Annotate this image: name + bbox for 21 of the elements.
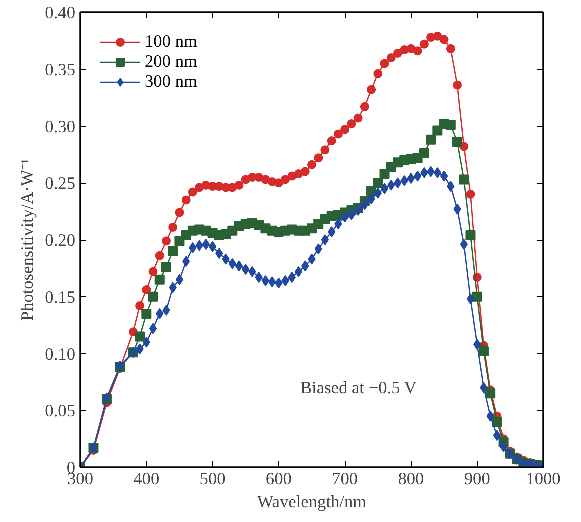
y-axis-title: Photosensitivity/A·W⁻¹ (18, 158, 38, 322)
y-tick-label: 0.20 (45, 231, 76, 250)
y-tick-label: 0.35 (45, 60, 76, 80)
legend-label: 300 nm (145, 72, 198, 92)
y-tick-label: 0.15 (45, 288, 76, 307)
legend-label: 100 nm (145, 32, 198, 52)
x-tick-label: 900 (464, 470, 490, 488)
y-tick-label: 0.10 (45, 344, 76, 364)
y-tick-label: 0.30 (45, 117, 76, 136)
x-tick-label: 600 (266, 470, 292, 488)
x-tick-label: 500 (200, 470, 226, 488)
annotation: Biased at −0.5 V (300, 378, 418, 398)
x-tick-label: 700 (332, 470, 358, 488)
y-tick-label: 0.05 (45, 402, 76, 421)
y-tick-label: 0.40 (45, 4, 76, 22)
legend-label: 200 nm (145, 52, 198, 72)
y-tick-label: 0.25 (45, 174, 76, 194)
x-tick-label: 1000 (526, 470, 561, 488)
x-axis-title: Wavelength/nm (257, 492, 368, 512)
x-tick-label: 400 (134, 470, 160, 488)
x-tick-label: 800 (398, 470, 424, 488)
